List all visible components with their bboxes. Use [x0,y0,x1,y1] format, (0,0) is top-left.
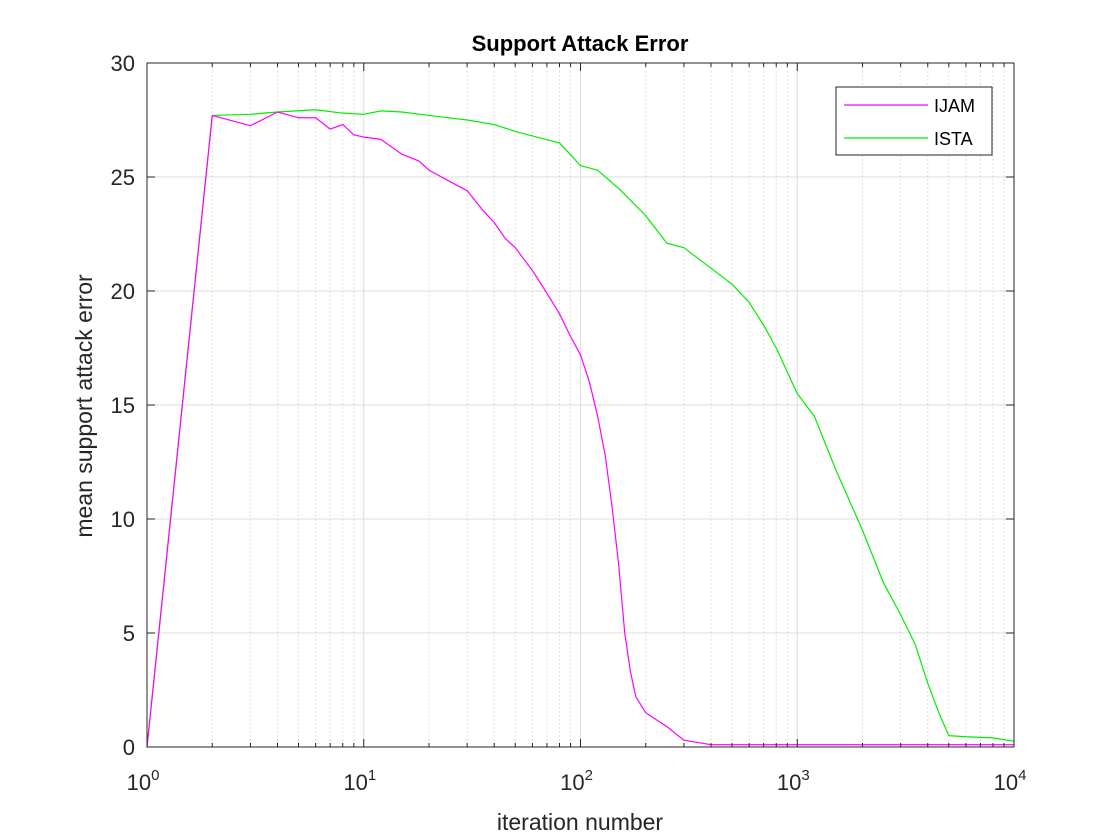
y-tick-label: 10 [111,507,135,532]
series-line-ista [146,109,1015,748]
legend-box [835,86,993,156]
y-tick-label: 20 [111,279,135,304]
y-tick-label: 25 [111,165,135,190]
y-tick-label: 0 [123,735,135,760]
legend: IJAM ISTA [835,86,993,156]
grid [147,63,1014,747]
x-tick-label: 104 [994,767,1027,795]
y-tick-label: 30 [111,51,135,76]
y-tick-label: 5 [123,621,135,646]
x-tick-label: 100 [127,767,160,795]
legend-label-ista: ISTA [934,129,973,149]
legend-label-ijam: IJAM [934,96,975,116]
x-tick-label: 101 [343,767,376,795]
series-line-ijam [146,111,1014,748]
x-axis-label: iteration number [497,809,664,835]
x-tick-label: 102 [560,767,593,795]
ticks [146,62,1015,748]
y-axis-label: mean support attack error [71,274,97,538]
tick-labels: 0 5 10 15 20 25 30 100 101 102 103 104 [111,51,1027,795]
y-tick-label: 15 [111,393,135,418]
series-layer [146,109,1015,748]
chart-title: Support Attack Error [472,31,689,56]
x-tick-label: 103 [777,767,810,795]
